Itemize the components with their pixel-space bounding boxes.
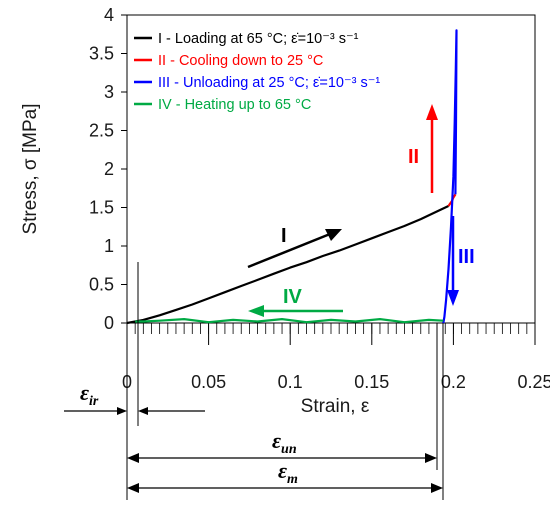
eps-m-left-arrowhead xyxy=(127,483,139,493)
x-tick-label: 0.2 xyxy=(441,372,466,392)
y-tick-label: 4 xyxy=(104,5,114,25)
y-tick-label: 2.5 xyxy=(89,121,114,141)
heating-arrowhead xyxy=(248,305,264,317)
eps-ir-right-arrowhead xyxy=(138,407,148,415)
y-tick-label: 0 xyxy=(104,313,114,333)
eps-ir-label: εir xyxy=(80,380,99,409)
loading-arrow xyxy=(247,232,331,269)
y-tick-label: 3.5 xyxy=(89,44,114,64)
legend-label-loading: I - Loading at 65 °C; ε̇=10⁻³ s⁻¹ xyxy=(158,31,359,47)
y-tick-label: 1 xyxy=(104,236,114,256)
eps-un-right-arrowhead xyxy=(425,453,437,463)
cooling-arrowhead xyxy=(426,104,438,120)
roman-label-III: III xyxy=(458,246,475,268)
roman-label-IV: IV xyxy=(283,286,303,308)
legend-label-cooling: II - Cooling down to 25 °C xyxy=(158,53,323,69)
x-tick-label: 0.05 xyxy=(191,372,226,392)
y-tick-label: 0.5 xyxy=(89,275,114,295)
roman-label-I: I xyxy=(281,225,287,247)
y-tick-label: 1.5 xyxy=(89,198,114,218)
legend: I - Loading at 65 °C; ε̇=10⁻³ s⁻¹ II - C… xyxy=(134,31,380,113)
x-tick-label: 0.1 xyxy=(278,372,303,392)
y-tick-labels: 0 0.5 1 1.5 2 2.5 3 3.5 4 xyxy=(89,5,114,333)
x-tick-label: 0.25 xyxy=(517,372,550,392)
eps-un-label: εun xyxy=(272,428,297,457)
loading-arrowhead xyxy=(325,229,342,241)
direction-arrows: I II III IV xyxy=(247,104,475,317)
eps-ir-left-arrowhead xyxy=(117,407,127,415)
y-axis-label: Stress, σ [MPa] xyxy=(20,103,41,234)
y-tick-label: 3 xyxy=(104,82,114,102)
legend-label-heating: IV - Heating up to 65 °C xyxy=(158,97,311,113)
strain-markers: εir εun εm xyxy=(64,262,444,500)
unloading-curve xyxy=(442,29,458,324)
eps-m-right-arrowhead xyxy=(431,483,443,493)
eps-un-left-arrowhead xyxy=(127,453,139,463)
plot-frame xyxy=(126,14,536,324)
heating-curve xyxy=(135,318,444,324)
axis-ticks xyxy=(121,14,536,345)
unloading-arrowhead xyxy=(447,290,459,306)
eps-m-label: εm xyxy=(278,458,298,487)
x-axis-label: Strain, ε xyxy=(301,396,370,417)
series-layer xyxy=(126,29,458,325)
roman-label-II: II xyxy=(408,146,419,168)
x-tick-labels: 0 0.05 0.1 0.15 0.2 0.25 xyxy=(122,372,550,392)
x-tick-label: 0.15 xyxy=(354,372,389,392)
loading-curve xyxy=(126,205,449,325)
y-tick-label: 2 xyxy=(104,159,114,179)
legend-label-unloading: III - Unloading at 25 °C; ε̇=10⁻³ s⁻¹ xyxy=(158,75,380,91)
